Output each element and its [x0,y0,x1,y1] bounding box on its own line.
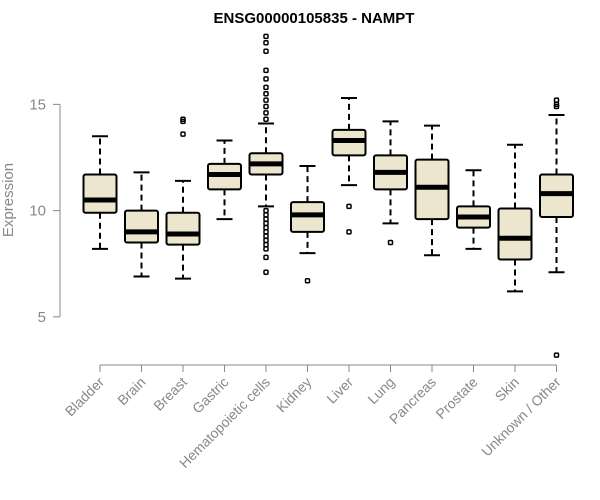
outlier-point [263,229,269,235]
x-tick-label: Liver [323,374,356,407]
outlier-point [346,203,352,210]
box-series [82,33,574,358]
box-brain [124,171,159,278]
x-tick-label: Skin [492,374,523,405]
y-tick-label: 10 [29,203,46,220]
chart-title: ENSG00000105835 - NAMPT [214,10,415,27]
x-tick-label: Brain [114,374,148,408]
box-gastric [207,139,242,221]
outlier-point [263,91,269,97]
iqr-box [82,173,118,214]
y-axis-label: Expression [0,163,17,237]
outlier-point [263,84,269,91]
outlier-point [263,110,269,116]
box-lung [373,120,408,246]
outlier-point [553,97,560,103]
outlier-point [346,229,352,235]
box-bladder [82,135,118,250]
outlier-point [263,40,269,46]
outlier-point [387,239,394,246]
x-tick-label: Unknown / Other [478,374,564,460]
outlier-point [263,224,269,231]
outlier-point [263,269,269,275]
outlier-point [304,278,311,284]
y-tick-label: 5 [38,309,46,326]
box-unknown-other [539,97,574,358]
x-tick-label: Lung [364,374,397,407]
x-tick-label: Prostate [432,374,480,422]
iqr-box [124,209,159,244]
outlier-point [553,352,560,358]
box-skin [497,143,533,293]
outlier-point [263,220,269,227]
outlier-point [180,116,186,122]
y-tick-label: 15 [29,96,46,113]
iqr-box [165,211,201,246]
outlier-point [263,97,269,103]
outlier-point [263,246,269,252]
box-hematopoietic-cells [248,33,284,275]
outlier-point [263,237,269,244]
box-kidney [290,165,325,284]
y-axis: 5 10 15 [29,96,61,326]
outlier-point [263,116,269,122]
box-prostate [456,169,491,250]
outlier-point [263,241,269,248]
outlier-point [180,131,186,137]
iqr-box [497,207,533,261]
outlier-point [263,67,269,74]
x-tick-label: Breast [150,374,190,414]
outlier-point [263,212,269,218]
box-liver [331,97,367,235]
outlier-point [263,233,269,239]
x-tick-label: Bladder [62,374,108,420]
outlier-point [263,48,269,54]
outlier-point [263,254,269,261]
box-pancreas [414,124,450,257]
box-breast [165,116,201,280]
outlier-point [263,207,269,214]
outlier-point [263,103,269,110]
outlier-point [263,216,269,222]
x-tick-label: Kidney [273,374,315,416]
outlier-point [263,33,269,40]
outlier-point [263,76,269,82]
